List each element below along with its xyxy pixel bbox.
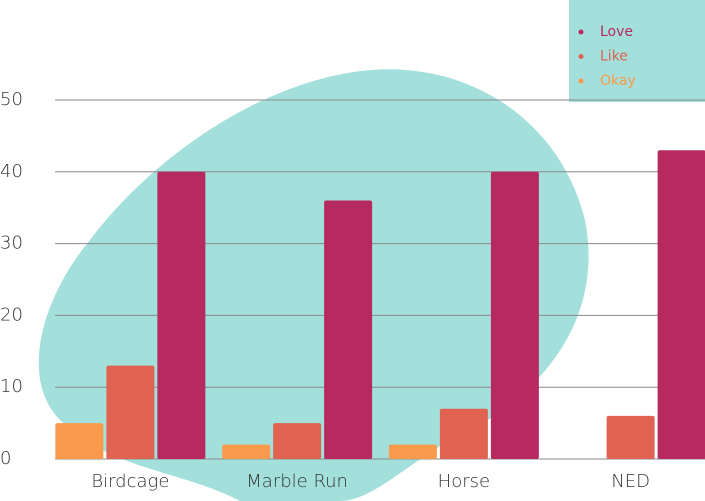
legend-marker bbox=[579, 54, 584, 59]
bar bbox=[55, 423, 103, 459]
x-tick-label: Marble Run bbox=[246, 471, 348, 492]
bar bbox=[157, 172, 205, 459]
x-tick-label: NED bbox=[611, 471, 650, 492]
bar bbox=[389, 445, 437, 459]
bar bbox=[440, 409, 488, 459]
y-tick-label: 20 bbox=[0, 304, 23, 325]
bar bbox=[324, 201, 372, 459]
legend-box bbox=[569, 0, 705, 102]
bar bbox=[222, 445, 270, 459]
y-tick-label: 50 bbox=[0, 89, 23, 110]
chart: Love Like Okay 0 10 20 30 40 50 Birdcage Marble R… bbox=[0, 0, 705, 501]
legend-label: Like bbox=[600, 49, 628, 65]
bar bbox=[607, 416, 655, 459]
bar bbox=[491, 172, 539, 459]
y-tick-label: 40 bbox=[0, 161, 23, 182]
x-tick-label: Birdcage bbox=[91, 471, 169, 492]
y-tick-label: 30 bbox=[0, 233, 23, 254]
y-tick-label: 10 bbox=[0, 376, 23, 397]
legend-label: Okay bbox=[600, 73, 636, 89]
legend-marker bbox=[579, 30, 584, 35]
legend-label: Love bbox=[600, 24, 633, 40]
legend: Love Like Okay bbox=[569, 0, 705, 102]
y-tick-label: 0 bbox=[0, 448, 11, 469]
bar bbox=[273, 423, 321, 459]
page: {"chart_data": {"type": "bar", "categori… bbox=[0, 0, 705, 501]
bar bbox=[106, 366, 154, 459]
legend-marker bbox=[579, 79, 584, 84]
bar bbox=[658, 150, 705, 459]
x-tick-label: Horse bbox=[438, 471, 490, 492]
